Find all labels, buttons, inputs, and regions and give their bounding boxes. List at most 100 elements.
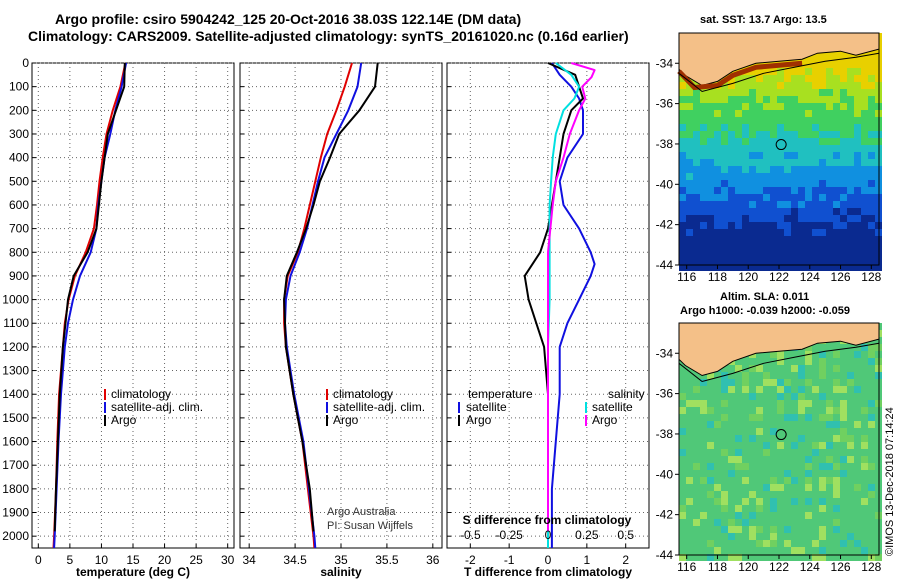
map-cell	[749, 215, 756, 222]
map-cell	[742, 166, 749, 173]
map-cell	[749, 82, 756, 89]
map-cell	[756, 456, 763, 463]
map-cell	[763, 428, 770, 435]
map-cell	[749, 264, 756, 271]
map-cell	[756, 243, 763, 250]
map-cell	[756, 491, 763, 498]
x-tick-label: 34.5	[283, 553, 307, 567]
x-tick-label: 2	[622, 553, 629, 567]
map-cell	[749, 393, 756, 400]
map-cell	[868, 386, 875, 393]
map-cell	[819, 526, 826, 533]
map-cell	[735, 117, 742, 124]
map-cell	[686, 131, 693, 138]
map-cell	[742, 477, 749, 484]
map-cell	[784, 229, 791, 236]
map-cell	[777, 187, 784, 194]
map-cell	[728, 257, 735, 264]
map-cell	[861, 498, 868, 505]
map-cell	[833, 491, 840, 498]
map-cell	[805, 435, 812, 442]
map-cell	[679, 124, 686, 131]
map-cell	[805, 386, 812, 393]
map-cell	[749, 96, 756, 103]
map-cell	[770, 243, 777, 250]
map-cell	[854, 470, 861, 477]
map-cell	[784, 236, 791, 243]
map-cell	[812, 117, 819, 124]
map-cell	[686, 159, 693, 166]
map-cell	[763, 456, 770, 463]
map-cell	[791, 194, 798, 201]
map-cell	[742, 463, 749, 470]
map-cell	[721, 400, 728, 407]
legend-swatch	[458, 402, 460, 413]
map-cell	[840, 533, 847, 540]
map-cell	[840, 187, 847, 194]
map-cell	[700, 138, 707, 145]
map-cell	[763, 159, 770, 166]
map-cell	[784, 547, 791, 554]
map-cell	[770, 491, 777, 498]
map-cell	[791, 547, 798, 554]
map-cell	[777, 103, 784, 110]
depth-tick-label: 100	[9, 80, 29, 94]
map-cell	[868, 484, 875, 491]
map-cell	[700, 477, 707, 484]
map-cell	[735, 512, 742, 519]
map-cell	[868, 124, 875, 131]
map-cell	[777, 75, 784, 82]
map-cell	[742, 400, 749, 407]
map-cell	[784, 351, 791, 358]
map-cell	[861, 166, 868, 173]
map-cell	[798, 250, 805, 257]
map-cell	[798, 103, 805, 110]
map-cell	[756, 89, 763, 96]
map-cell	[798, 222, 805, 229]
map-cell	[791, 449, 798, 456]
map-cell	[756, 477, 763, 484]
legend-label: climatology	[111, 387, 171, 401]
map-cell	[819, 351, 826, 358]
map-cell	[763, 463, 770, 470]
map-cell	[861, 82, 868, 89]
map-cell	[819, 463, 826, 470]
map-cell	[819, 428, 826, 435]
map-cell	[770, 372, 777, 379]
map-cell	[735, 400, 742, 407]
map-cell	[679, 400, 686, 407]
map-cell	[721, 264, 728, 271]
map-cell	[798, 243, 805, 250]
map-cell	[756, 540, 763, 547]
map-cell	[777, 201, 784, 208]
map-cell	[819, 498, 826, 505]
x-tick-label: 15	[126, 553, 140, 567]
map-cell	[728, 222, 735, 229]
map-cell	[826, 512, 833, 519]
map-cell	[840, 124, 847, 131]
map-cell	[798, 145, 805, 152]
map-cell	[721, 386, 728, 393]
map-cell	[819, 414, 826, 421]
map-lon-label: 128	[861, 560, 881, 574]
map-cell	[693, 505, 700, 512]
legend-swatch	[326, 402, 328, 413]
map-cell	[686, 173, 693, 180]
map-cell	[826, 166, 833, 173]
top-x-tick-label: 0.25	[575, 528, 599, 542]
map-cell	[791, 243, 798, 250]
map-cell	[861, 145, 868, 152]
map-cell	[714, 484, 721, 491]
map-cell	[868, 435, 875, 442]
map-cell	[714, 257, 721, 264]
map-cell	[868, 498, 875, 505]
map-cell	[875, 264, 882, 271]
map-cell	[693, 519, 700, 526]
map-cell	[714, 89, 721, 96]
map-cell	[714, 393, 721, 400]
map-cell	[805, 208, 812, 215]
map-cell	[833, 236, 840, 243]
map-cell	[784, 110, 791, 117]
map-cell	[742, 229, 749, 236]
map-cell	[700, 159, 707, 166]
